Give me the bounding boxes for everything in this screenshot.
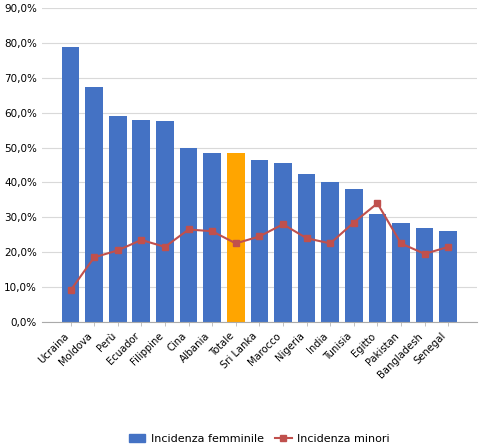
- Bar: [274, 163, 291, 322]
- Bar: [227, 153, 244, 322]
- Bar: [250, 160, 268, 322]
- Bar: [85, 87, 103, 322]
- Bar: [391, 223, 409, 322]
- Bar: [203, 153, 220, 322]
- Bar: [321, 182, 338, 322]
- Bar: [415, 228, 432, 322]
- Bar: [132, 120, 150, 322]
- Bar: [156, 122, 173, 322]
- Bar: [180, 148, 197, 322]
- Bar: [438, 231, 456, 322]
- Bar: [344, 190, 362, 322]
- Bar: [61, 46, 79, 322]
- Bar: [297, 174, 315, 322]
- Bar: [108, 116, 126, 322]
- Bar: [368, 214, 385, 322]
- Legend: Incidenza femminile, Incidenza minori: Incidenza femminile, Incidenza minori: [124, 429, 394, 447]
